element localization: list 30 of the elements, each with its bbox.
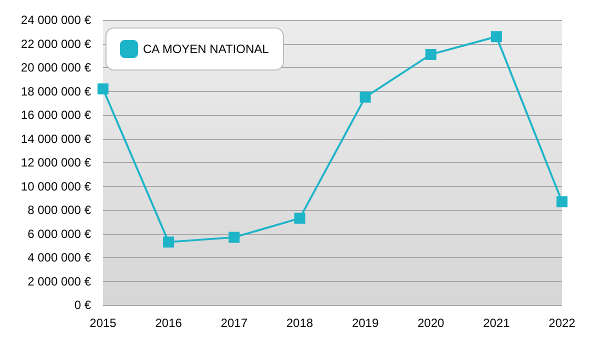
point: [425, 48, 436, 60]
x-tick-label: 2019: [352, 316, 379, 330]
x-tick-label: 2015: [90, 316, 117, 330]
y-tick-label: 22 000 000 €: [20, 36, 92, 51]
y-tick-label: 20 000 000 €: [20, 60, 92, 74]
y-tick-label: 14 000 000 €: [20, 132, 92, 146]
x-tick-label: 2022: [548, 316, 576, 330]
y-tick-label: 16 000 000 €: [20, 108, 92, 122]
x-tick-label: 2021: [483, 316, 510, 330]
x-tick-label: 2017: [220, 316, 248, 330]
point: [163, 236, 174, 248]
point: [490, 31, 502, 42]
point: [360, 92, 371, 103]
x-tick-label: 2018: [286, 316, 314, 330]
y-tick-label: 10 000 000 €: [20, 179, 92, 194]
y-tick-label: 2 000 000 €: [28, 274, 92, 288]
point: [98, 83, 108, 94]
x-tick-label: 2020: [418, 316, 445, 330]
y-tick-label: 4 000 000 €: [28, 250, 92, 264]
legend-label: CA MOYEN NATIONAL: [143, 42, 270, 56]
y-tick-label: 12 000 000 €: [20, 156, 92, 170]
y-tick-label: 6 000 000 €: [28, 226, 92, 241]
y-tick-label: 18 000 000 €: [20, 84, 92, 98]
y-tick-label: 0 €: [74, 298, 92, 312]
point: [228, 232, 240, 243]
point: [294, 212, 306, 224]
x-tick-label: 2016: [155, 316, 182, 330]
y-tick-label: 8 000 000 €: [28, 203, 92, 217]
y-tick-label: 24 000 000 €: [20, 13, 92, 27]
point: [556, 196, 568, 208]
